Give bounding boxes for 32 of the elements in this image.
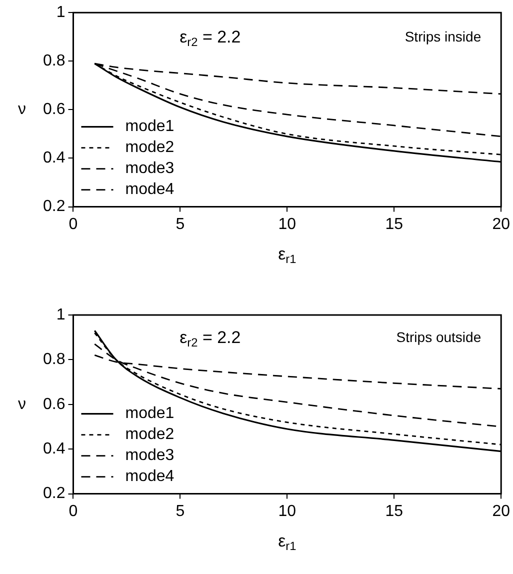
x-tick-label: 15 [385,216,404,233]
y-tick-label: 1 [56,306,66,324]
y-tick-label: 0.4 [42,150,66,167]
legend-label: mode3 [125,447,174,464]
legend-label: mode4 [125,181,174,198]
x-tick-label: 10 [278,502,296,520]
legend-label: mode2 [125,426,174,444]
y-tick-label: 0.6 [42,101,66,118]
annotation: Strips outside [396,329,482,346]
x-tick-label: 15 [385,502,404,520]
x-tick-label: 0 [68,216,78,233]
y-axis-title: ν [18,101,26,118]
x-tick-label: 20 [492,216,510,233]
y-tick-label: 0.6 [42,396,66,413]
y-tick-label: 0.2 [42,198,66,216]
y-axis-title: ν [18,396,26,413]
annotation: Strips inside [404,28,482,45]
y-tick-label: 1 [56,4,66,22]
y-tick-label: 0.8 [42,52,66,70]
x-tick-label: 10 [278,216,296,233]
y-tick-label: 0.8 [42,351,66,368]
legend-label: mode2 [125,139,174,156]
y-tick-label: 0.4 [42,440,66,458]
legend-label: mode4 [125,468,174,486]
x-tick-label: 5 [176,216,185,233]
legend-label: mode1 [125,118,174,136]
y-tick-label: 0.2 [42,485,66,502]
legend-label: mode3 [125,160,174,178]
x-tick-label: 0 [68,502,78,520]
legend-label: mode1 [125,405,174,422]
x-tick-label: 5 [176,502,185,520]
x-tick-label: 20 [492,502,510,520]
